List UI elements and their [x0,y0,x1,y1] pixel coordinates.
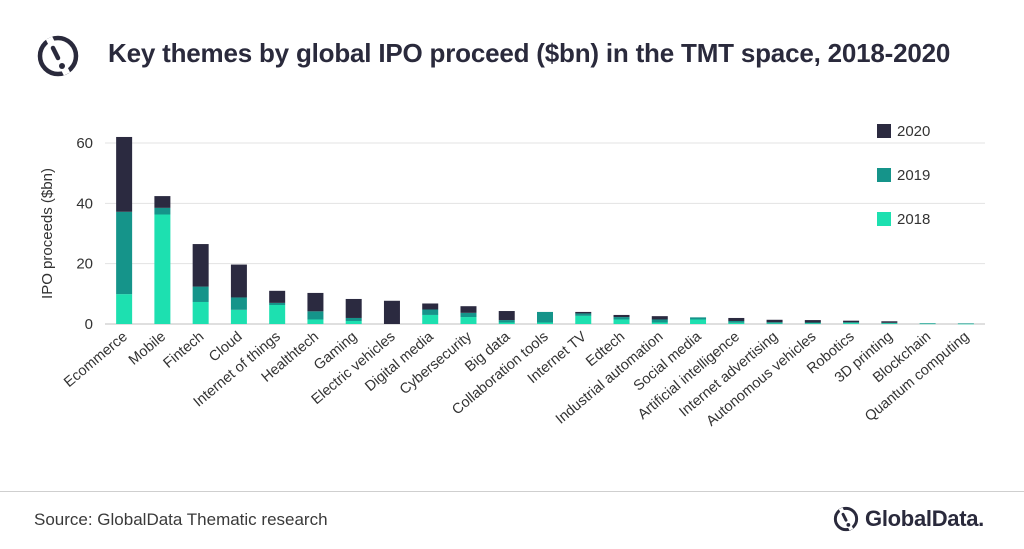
bar-segment-2018 [690,319,707,324]
bar-segment-2018 [498,322,515,324]
bar-segment-2019 [881,322,898,324]
bar-segment-2018 [843,323,860,324]
bar-segment-2018 [881,323,898,324]
source-note: Source: GlobalData Thematic research [34,510,328,529]
bar-segment-2018 [192,301,209,324]
globaldata-brand-icon [833,506,859,532]
bar-segment-2019 [613,317,630,320]
legend-swatch-2018 [877,212,891,226]
bar-segment-2020 [766,319,783,323]
bar-segment-2020 [881,321,898,323]
bar-segment-2018 [613,319,630,324]
bar-segment-2018 [460,317,477,324]
bar-segment-2019 [766,322,783,324]
bar-segment-2020 [192,244,209,287]
legend-label: 2020 [897,123,930,140]
bar-segment-2018 [804,323,821,324]
bar-segment-2019 [269,302,286,305]
bar-segment-2020 [269,290,286,303]
bar-segment-2019 [345,317,362,321]
y-tick-label: 20 [76,256,93,273]
y-tick-label: 0 [85,316,93,333]
bar-segment-2019 [728,320,745,323]
bar-segment-2019 [690,317,707,320]
bar-segment-2020 [843,320,860,323]
bar-segment-2018 [651,322,668,324]
bar-segment-2018 [919,323,936,325]
y-tick-label: 60 [76,135,93,152]
bar-segment-2019 [651,319,668,323]
bar-segment-2020 [613,314,630,318]
bar-segment-2019 [230,297,247,310]
bar-segment-2019 [919,323,936,324]
y-tick-label: 40 [76,195,93,212]
bar-segment-2019 [804,322,821,324]
legend-label: 2018 [897,211,930,228]
bar-segment-2019 [116,211,133,295]
bar-segment-2019 [154,207,171,215]
bar-segment-2018 [230,309,247,324]
bar-segment-2020 [460,306,477,313]
brand-name: GlobalData. [865,506,984,531]
bar-segment-2018 [307,319,324,324]
bar-segment-2019 [575,313,592,316]
bar-segment-2020 [728,317,745,321]
bar-segment-2018 [422,314,439,324]
legend-swatch-2020 [877,124,891,138]
bar-segment-2019 [957,323,974,324]
footer-divider [0,491,1024,492]
chart-title: Key themes by global IPO proceed ($bn) i… [108,38,951,68]
bar-segment-2019 [460,312,477,318]
bar-segment-2020 [575,311,592,314]
bar-segment-2019 [192,286,209,302]
bar-segment-2020 [116,136,133,212]
bar-segment-2020 [422,303,439,310]
legend-label: 2019 [897,167,930,184]
y-axis-title: IPO proceeds ($bn) [39,168,56,299]
x-category-label: Ecommerce [61,329,131,391]
bar-segment-2020 [651,316,668,320]
bar-segment-2020 [804,320,821,323]
bar-segment-2019 [498,320,515,323]
bar-segment-2020 [307,292,324,312]
legend-swatch-2019 [877,168,891,182]
bar-segment-2020 [154,196,171,208]
bar-segment-2018 [957,323,974,325]
bar-segment-2019 [537,311,553,323]
bar-segment-2018 [154,214,171,324]
globaldata-logo-icon [37,35,79,77]
bar-segment-2020 [498,311,515,321]
bar-segment-2018 [116,294,133,324]
bar-segment-2018 [728,322,745,324]
bar-segment-2019 [307,311,324,320]
bar-segment-2020 [383,300,400,324]
bar-segment-2020 [345,298,362,318]
x-category-label: Fintech [161,329,208,372]
bar-segment-2019 [422,309,439,315]
bar-segment-2018 [345,320,362,324]
bar-segment-2020 [230,264,247,298]
bar-segment-2019 [843,322,860,324]
bar-segment-2018 [575,315,592,324]
brand-logo: GlobalData. [833,506,984,532]
bar-segment-2018 [537,322,553,324]
bar-segment-2018 [269,304,286,324]
bar-segment-2018 [766,323,783,324]
